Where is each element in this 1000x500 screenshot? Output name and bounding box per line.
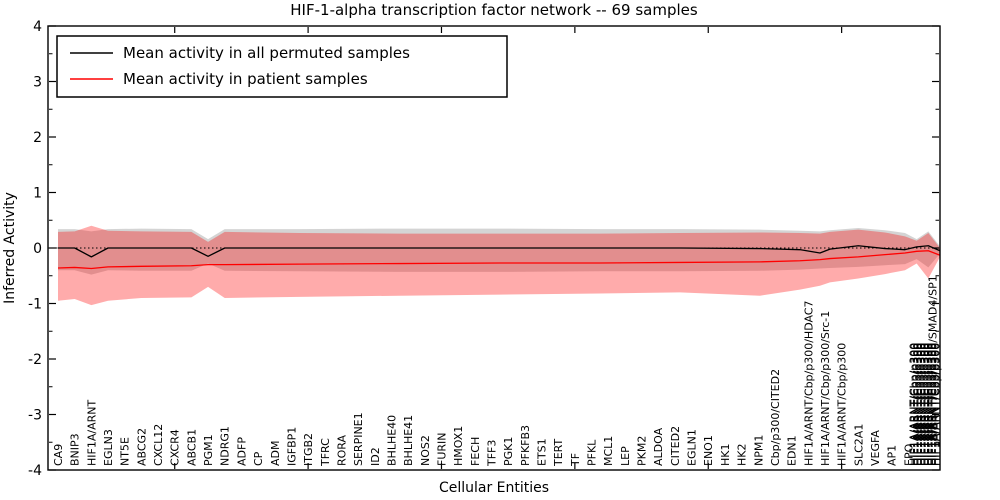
x-tick-label: NOS2 xyxy=(419,435,432,466)
x-tick-label-overlapping: HIF1A/ARNT/Cbp/p300 xyxy=(908,343,921,466)
x-tick-label-overlapping: HIF1A/ARNT/Cbp/p300 xyxy=(911,343,924,466)
x-tick-label: ABCB1 xyxy=(185,429,198,466)
x-tick-label: ENO1 xyxy=(702,435,715,466)
legend: Mean activity in all permuted samples Me… xyxy=(56,35,508,98)
permuted-mean-line xyxy=(58,245,941,258)
y-tick-label: -1 xyxy=(28,297,42,313)
x-tick-label: TF xyxy=(569,453,582,467)
x-tick-label-overlapping: HIF1A/ARNT/Cbp/p300 xyxy=(918,343,931,466)
x-tick-label-overlapping: HIF1A/ARNT/Cbp/p300 xyxy=(915,343,928,466)
x-tick-label: BHLHE40 xyxy=(385,415,398,466)
x-tick-label: HIF1A/ARNT/Cbp/p300/Src-1 xyxy=(819,311,832,466)
x-tick-label: ADFP xyxy=(235,437,248,466)
x-tick-label: PFKL xyxy=(586,439,599,466)
x-tick-label: Cbp/p300/CITED2 xyxy=(769,369,782,466)
x-tick-label-overlapping: HIF1A/ARNT/Cbp/p300 xyxy=(912,343,925,466)
x-tick-label: NT5E xyxy=(119,437,132,466)
x-tick-label: CITED2 xyxy=(669,426,682,466)
chart-title: HIF-1-alpha transcription factor network… xyxy=(290,1,698,19)
x-tick-label: VEGFA xyxy=(869,430,882,466)
x-tick-label: NDRG1 xyxy=(219,426,232,466)
x-axis-label: Cellular Entities xyxy=(439,480,549,496)
x-tick-label: ADM xyxy=(269,441,282,467)
x-tick-label: BHLHE41 xyxy=(402,415,415,466)
x-tick-label: EGLN3 xyxy=(102,429,115,466)
patient-mean-line xyxy=(57,250,941,270)
y-tick-label: 2 xyxy=(33,130,42,146)
x-tick-label-overlapping: HIF1A/ARNT/Cbp/p300 xyxy=(921,343,934,466)
legend-label-patient: Mean activity in patient samples xyxy=(123,70,368,88)
x-tick-label: HK1 xyxy=(719,444,732,466)
x-tick-label: TFRC xyxy=(319,438,332,467)
x-tick-label: IGFBP1 xyxy=(285,427,298,466)
plot-border xyxy=(47,25,941,471)
y-tick-label: 4 xyxy=(33,19,42,35)
x-tick-label-overlapping: HIF1A/ARNT/Cbp/p300 xyxy=(926,343,939,466)
x-tick-label: BNIP3 xyxy=(69,433,82,466)
x-tick-label: PGK1 xyxy=(502,437,515,466)
x-tick-label: TERT xyxy=(552,438,565,467)
y-tick-label: -4 xyxy=(28,463,42,479)
x-tick-label: ABCG2 xyxy=(135,428,148,466)
x-tick-label: MCL1 xyxy=(602,436,615,466)
x-tick-label-overlapping: HIF1A/ARNT/Cbp/p300 xyxy=(929,343,942,466)
x-tick-label: NPM1 xyxy=(752,435,765,466)
x-tick-label: CXCL12 xyxy=(152,424,165,466)
x-tick-label-cluster-top: HIF1A/ARNT/Cbp/p300/SMAD4/SP1 xyxy=(926,275,939,466)
x-tick-label: AP1 xyxy=(886,445,899,466)
x-tick-label: EDN1 xyxy=(786,435,799,466)
x-tick-label: ALDOA xyxy=(652,427,665,466)
y-axis-label: Inferred Activity xyxy=(2,192,18,304)
y-tick-label: 3 xyxy=(33,75,42,91)
x-tick-label: SLC2A1 xyxy=(852,424,865,466)
x-tick-label: PGM1 xyxy=(202,434,215,466)
x-tick-label-overlapping: HIF1A/ARNT/Cbp/p300 xyxy=(907,343,920,466)
y-tick-labels: 4 3 2 1 0 -1 -2 -3 -4 xyxy=(28,19,42,479)
legend-label-permuted: Mean activity in all permuted samples xyxy=(123,44,410,62)
x-tick-label: RORA xyxy=(335,435,348,466)
x-tick-label: CP xyxy=(252,451,265,466)
x-tick-label-overlapping: HIF1A/ARNT/Cbp/p300 xyxy=(919,343,932,466)
y-tick-label: 1 xyxy=(33,186,42,202)
x-tick-label-overlapping: HIF1A/ARNT/Cbp/p300 xyxy=(925,343,938,466)
x-tick-label: HMOX1 xyxy=(452,426,465,466)
x-tick-label-overlapping: HIF1A/ARNT/Cbp/p300 xyxy=(914,343,927,466)
x-tick-label: ITGB2 xyxy=(302,433,315,466)
x-tick-labels: CA9 BNIP3 HIF1A/ARNT EGLN3 NT5E ABCG2 CXCL12 CX… xyxy=(52,275,942,467)
x-tick-label: HIF1A/ARNT xyxy=(85,400,98,466)
x-tick-label: TFF3 xyxy=(485,440,498,467)
mean-lines xyxy=(57,245,941,270)
x-tick-label: HIF1A/ARNT/Cbp/p300 xyxy=(836,343,849,466)
y-tick-label: 0 xyxy=(33,241,42,257)
x-tick-label: PKM2 xyxy=(636,436,649,466)
x-tick-label: SERPINE1 xyxy=(352,412,365,466)
x-tick-label-overlapping: HIF1A/ARNT/Cbp/p300 xyxy=(928,343,941,466)
x-tick-label: FURIN xyxy=(435,433,448,467)
x-tick-label: HIF1A/ARNT/Cbp/p300/HDAC7 xyxy=(802,301,815,467)
legend-box xyxy=(56,35,508,98)
patient-std-band xyxy=(58,225,941,306)
confidence-bands xyxy=(58,225,941,306)
y-tick-label: -3 xyxy=(28,408,42,424)
x-tick-label: LEP xyxy=(619,446,632,466)
x-tick-label: EPO xyxy=(902,443,915,466)
x-tick-label: PFKFB3 xyxy=(519,425,532,466)
y-tick-label: -2 xyxy=(28,352,42,368)
x-tick-label: CA9 xyxy=(52,444,65,466)
x-tick-label: HK2 xyxy=(736,444,749,466)
x-tick-label: ETS1 xyxy=(536,438,549,466)
permuted-std-band xyxy=(58,228,941,275)
x-tick-label: FECH xyxy=(469,437,482,466)
x-tick-label: ID2 xyxy=(369,447,382,466)
x-tick-label: EGLN1 xyxy=(686,429,699,466)
x-tick-label: CXCR4 xyxy=(169,429,182,466)
x-tick-label-overlapping: HIF1A/ARNT/Cbp/p300 xyxy=(922,343,935,466)
